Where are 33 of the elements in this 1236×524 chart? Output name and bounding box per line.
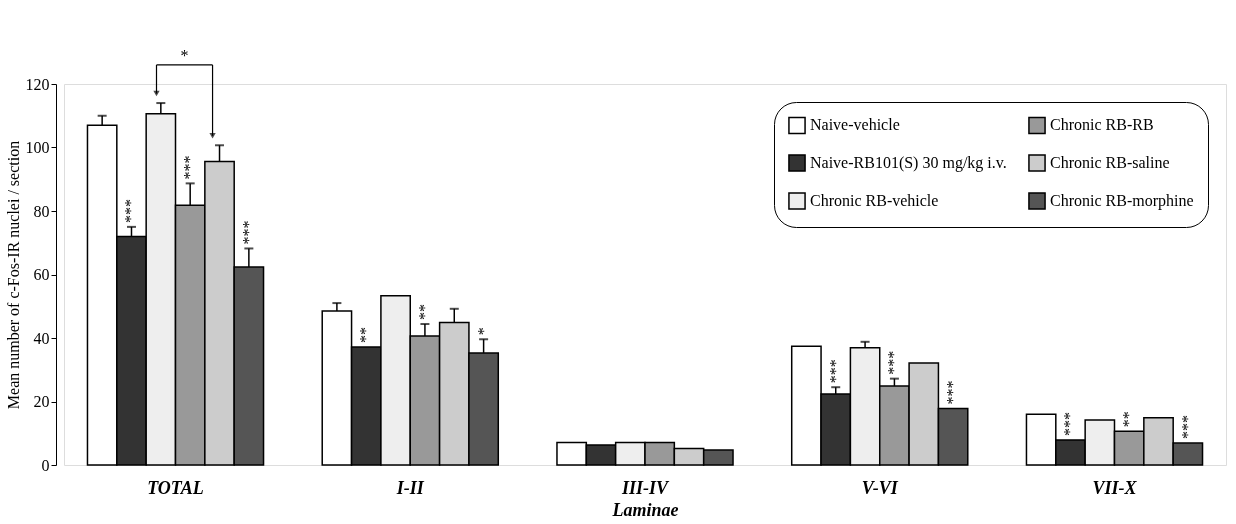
legend-label: Chronic RB-RB <box>1050 116 1154 134</box>
x-tick-label: V-VI <box>861 477 899 498</box>
x-tick-label: III-IV <box>620 477 670 498</box>
data-label: *** <box>1178 415 1196 440</box>
data-label: ** <box>357 326 375 343</box>
legend-label: Chronic RB-vehicle <box>810 192 939 209</box>
y-tick-label: 60 <box>33 266 50 283</box>
y-tick-label: 20 <box>33 393 50 410</box>
data-label: * <box>474 327 492 336</box>
legend-label: Chronic RB-morphine <box>1050 192 1194 210</box>
y-tick-label: 100 <box>25 139 50 156</box>
data-label: *** <box>826 359 844 384</box>
data-label: ** <box>1120 411 1138 428</box>
data-label: *** <box>181 155 199 180</box>
x-tick-label: VII-X <box>1092 477 1138 498</box>
legend-label: Naive-vehicle <box>810 116 900 134</box>
y-tick-label: 0 <box>41 456 50 474</box>
x-axis-title: Laminae <box>611 499 679 520</box>
data-label: ** <box>415 304 433 321</box>
legend-label: Chronic RB-saline <box>1050 154 1170 171</box>
y-tick-label: 80 <box>33 202 50 220</box>
data-label: *** <box>122 198 140 223</box>
y-tick-label: 40 <box>33 329 50 347</box>
x-tick-label: TOTAL <box>147 477 204 498</box>
text: * <box>180 46 189 64</box>
legend-label: Naive-RB101(S) 30 mg/kg i.v. <box>810 154 1007 172</box>
y-tick-label: 120 <box>25 75 50 93</box>
data-label: *** <box>944 380 962 405</box>
data-label: *** <box>885 350 903 375</box>
x-tick-label: I-II <box>395 477 425 498</box>
data-label: *** <box>239 220 257 245</box>
data-label: *** <box>1061 411 1079 436</box>
y-axis-title: Mean number of c-Fos-IR nuclei / section <box>4 140 22 410</box>
